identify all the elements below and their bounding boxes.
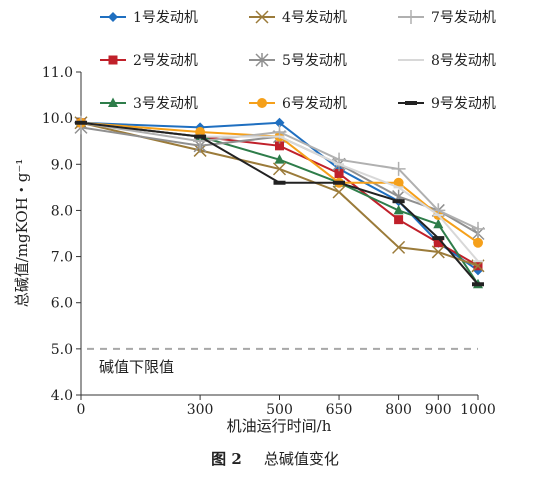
data-point: [432, 236, 445, 241]
legend-item: 9号发动机: [398, 96, 496, 112]
legend-marker: [255, 53, 269, 67]
series-9: [75, 120, 484, 287]
legend-label: 9号发动机: [431, 96, 496, 112]
data-point: [433, 238, 443, 248]
figure-number: 图 2: [211, 450, 242, 468]
data-point: [393, 204, 404, 215]
y-axis-title: 总碱值/mgKOH・g⁻¹: [13, 159, 31, 308]
figure-caption: 图 2 总碱值变化: [0, 448, 550, 469]
legend-label: 4号发动机: [282, 10, 347, 26]
data-point: [392, 240, 406, 254]
legend-label: 1号发动机: [133, 10, 198, 26]
data-point: [272, 162, 287, 176]
legend-marker: [257, 98, 267, 108]
data-point: [471, 221, 485, 236]
legend-label: 7号发动机: [431, 10, 496, 26]
figure-caption-text: 总碱值变化: [263, 450, 339, 468]
data-point: [274, 117, 285, 128]
series-7: [74, 115, 485, 236]
data-point: [433, 218, 444, 229]
legend-item: 6号发动机: [249, 96, 347, 112]
data-point: [194, 134, 207, 139]
legend-item: 5号发动机: [249, 53, 347, 69]
y-tick-label: 6.0: [51, 296, 73, 312]
data-point: [273, 180, 286, 185]
data-point: [195, 126, 206, 137]
reference-line-group: 碱值下限值: [87, 347, 478, 376]
x-tick-label: 500: [266, 402, 293, 418]
y-tick-label: 7.0: [51, 250, 73, 266]
legend-label: 5号发动机: [282, 53, 347, 69]
y-tick-label: 11.0: [42, 65, 73, 81]
data-point: [274, 154, 285, 164]
data-point: [472, 282, 484, 287]
x-tick-label: 1000: [460, 402, 496, 418]
data-point: [392, 199, 405, 204]
legend-marker: [108, 97, 118, 107]
x-tick-labels: 0 300 500 650 800 900 1000: [77, 395, 496, 418]
legend-marker: [108, 55, 118, 65]
legend-item: 1号发动机: [100, 10, 198, 26]
x-tick-label: 800: [385, 402, 412, 418]
total-base-number-chart: 1号发动机 2号发动机 3号发动机 4号发动机 5号发动机 6号发动机 7号发动机 8号发动机…: [13, 10, 496, 435]
y-tick-label: 9.0: [51, 157, 73, 173]
legend-item: 7号发动机: [398, 10, 496, 26]
legend-item: 3号发动机: [100, 96, 198, 112]
legend-marker: [255, 10, 269, 24]
y-tick-label: 10.0: [42, 111, 73, 127]
data-point: [332, 185, 346, 199]
x-axis-title: 机油运行时间/h: [227, 417, 332, 435]
data-point: [75, 120, 87, 125]
data-point: [431, 245, 445, 259]
data-point: [394, 215, 404, 225]
legend-label: 3号发动机: [133, 96, 198, 112]
series-group: [74, 115, 485, 289]
x-tick-label: 300: [187, 402, 214, 418]
data-point: [473, 237, 483, 248]
legend-item: 8号发动机: [398, 53, 496, 69]
x-tick-label: 900: [425, 402, 452, 418]
y-tick-labels: 4.0 5.0 6.0 7.0 8.0 9.0 10.0 11.0: [42, 65, 81, 404]
legend-label: 6号发动机: [282, 96, 347, 112]
data-point: [333, 180, 346, 185]
y-tick-label: 5.0: [51, 342, 73, 358]
data-point: [391, 161, 406, 176]
legend-marker: [405, 101, 417, 105]
data-point: [334, 169, 344, 179]
legend-marker: [108, 12, 118, 22]
data-point: [393, 177, 404, 188]
legend-label: 2号发动机: [133, 53, 198, 69]
legend-item: 4号发动机: [249, 10, 347, 26]
x-tick-label: 650: [326, 402, 353, 418]
y-tick-label: 8.0: [51, 203, 73, 219]
legend-label: 8号发动机: [431, 53, 496, 69]
data-point: [275, 141, 284, 151]
x-tick-label: 0: [77, 402, 86, 418]
legend: 1号发动机 2号发动机 3号发动机 4号发动机 5号发动机 6号发动机 7号发动机 8号发动机…: [100, 10, 496, 112]
legend-marker: [404, 10, 418, 24]
legend-item: 2号发动机: [100, 53, 198, 69]
lower-limit-label: 碱值下限值: [99, 358, 174, 376]
y-tick-label: 4.0: [51, 388, 73, 404]
